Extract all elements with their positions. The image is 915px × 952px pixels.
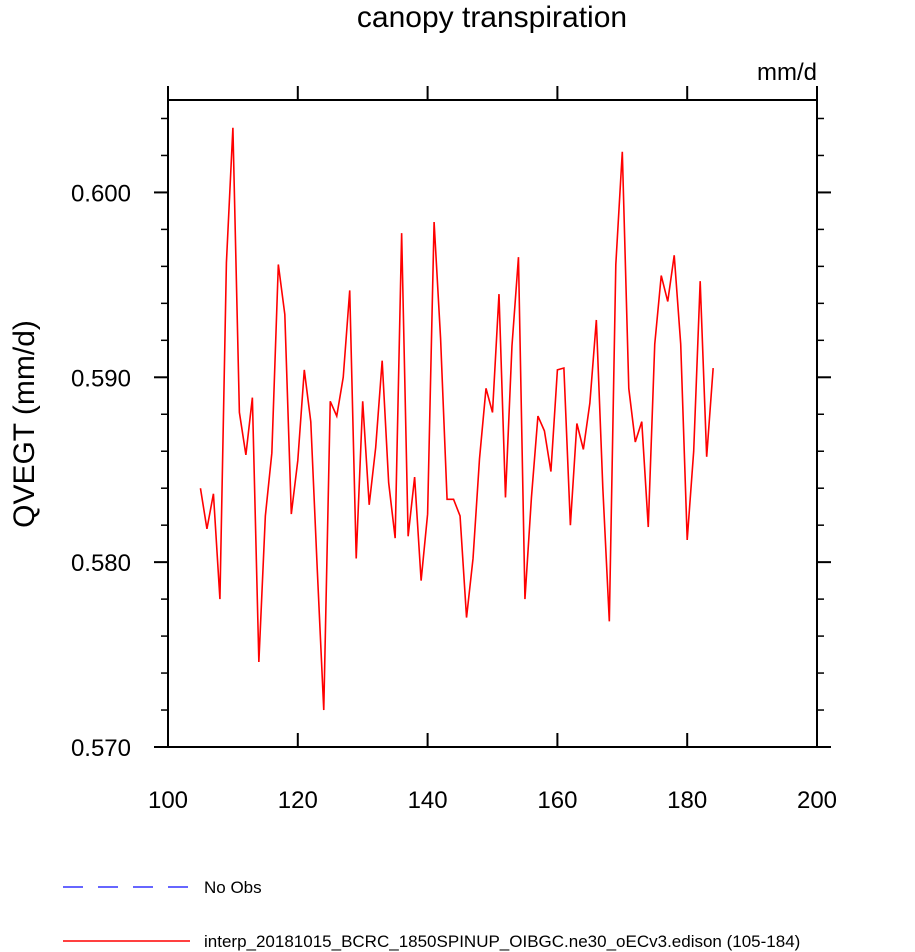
series-line-0: [199, 127, 714, 711]
x-tick-label: 200: [797, 787, 837, 814]
legend-label-no-obs: No Obs: [204, 878, 262, 897]
y-tick-label: 0.600: [71, 180, 131, 207]
x-tick-labels: 100 120 140 160 180 200: [148, 787, 837, 814]
x-tick-label: 160: [537, 787, 577, 814]
y-axis-label: QVEGT (mm/d): [8, 320, 41, 528]
series-lines: [199, 127, 714, 711]
x-tick-label: 180: [667, 787, 707, 814]
units-label: mm/d: [757, 59, 817, 86]
tick-marks: [154, 86, 831, 748]
y-tick-label: 0.590: [71, 365, 131, 392]
y-tick-label: 0.570: [71, 735, 131, 762]
y-tick-label: 0.580: [71, 550, 131, 577]
legend-label-model: interp_20181015_BCRC_1850SPINUP_OIBGC.ne…: [204, 932, 800, 951]
x-tick-label: 140: [408, 787, 448, 814]
plot-frame: [167, 99, 818, 748]
x-tick-label: 120: [278, 787, 318, 814]
y-tick-labels: 0.570 0.580 0.590 0.600: [71, 180, 131, 762]
chart-title: canopy transpiration: [357, 1, 627, 34]
x-tick-label: 100: [148, 787, 188, 814]
legend: No Obs interp_20181015_BCRC_1850SPINUP_O…: [63, 878, 800, 951]
